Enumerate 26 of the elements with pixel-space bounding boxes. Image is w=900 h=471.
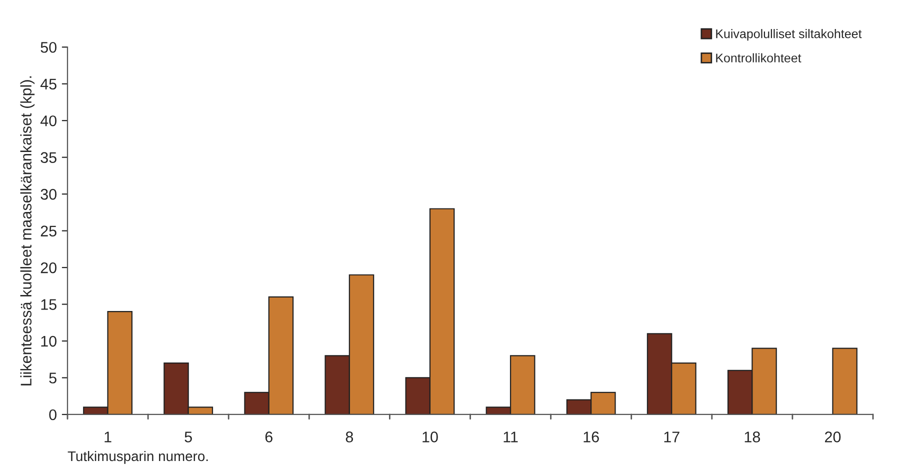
y-tick-label: 20 [40,262,56,274]
y-tick-label: 35 [40,152,56,163]
y-tick-label: 5 [49,372,56,384]
y-tick-label: 50 [40,42,56,53]
x-tick-label: 17 [664,432,680,442]
x-tick-label: 20 [825,432,841,442]
x-tick-label: 6 [265,432,272,442]
y-tick-label: 10 [41,336,56,347]
x-tick-label: 8 [346,432,354,442]
y-tick-label: 40 [40,115,56,126]
x-tick-label: 16 [584,432,599,442]
x-tick-label: 10 [422,432,438,442]
bar [832,348,858,414]
x-tick-label: 11 [504,432,518,442]
y-tick-label: 25 [40,226,56,236]
x-tick-label: 5 [184,432,192,442]
y-tick-label: 30 [40,188,56,200]
y-tick-label: 15 [41,299,56,310]
x-tick-label: 1 [104,432,112,442]
y-tick-label: 0 [49,409,56,420]
legend-label: Kontrollikohteet [716,53,802,62]
y-tick-label: 45 [40,78,56,90]
x-tick-label: 18 [744,432,760,442]
y-axis-title: Liikenteessä kuolleet maaselkärankaiset (kpl). [20,76,35,386]
legend-label: Kuivapolulliset siltakohteet [716,29,862,41]
x-axis-title: Tutkimusparin numero. [68,450,208,464]
